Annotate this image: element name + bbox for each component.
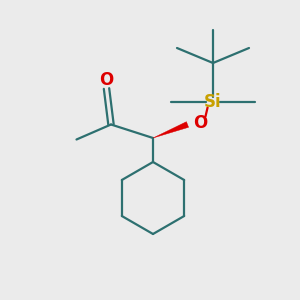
Text: Si: Si [204,93,222,111]
Text: O: O [99,71,114,89]
Text: O: O [193,114,207,132]
Polygon shape [153,122,189,138]
